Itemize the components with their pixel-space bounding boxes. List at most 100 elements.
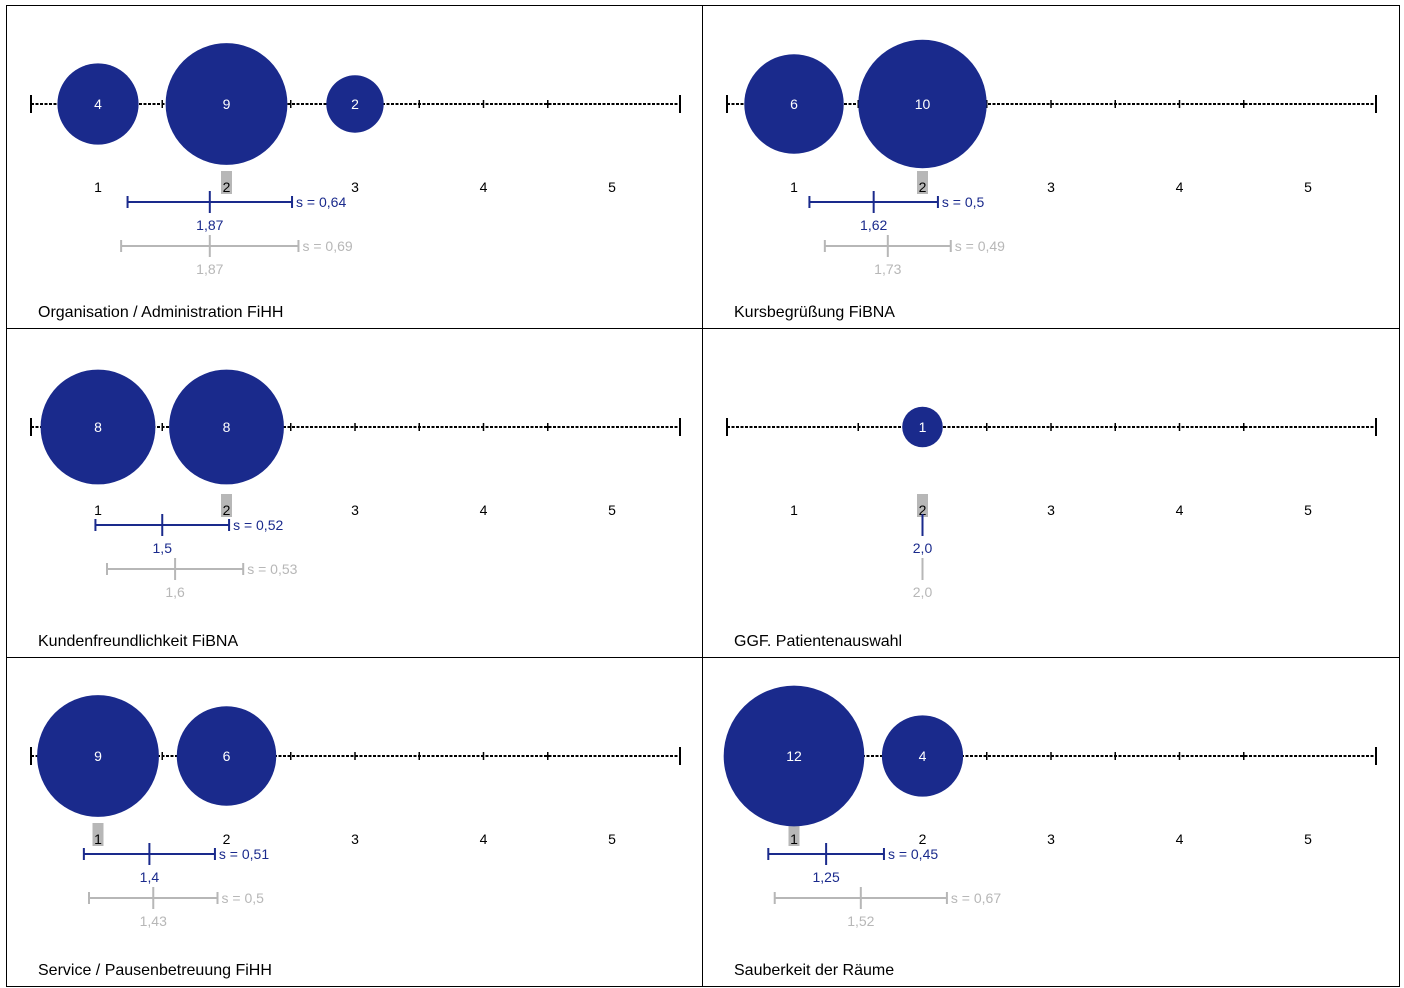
median-highlight (788, 823, 800, 846)
bubble-chart: 1 2 3 4 512 4s = 0,451,25s = 0,671,52 (723, 685, 1377, 929)
tick-label: 5 (608, 502, 616, 518)
bubble-count-label: 10 (915, 96, 931, 112)
tick-label: 1 (94, 831, 102, 847)
tick-label: 2 (919, 179, 927, 195)
bubble-count-label: 9 (223, 96, 231, 112)
tick-label: 4 (480, 831, 488, 847)
mean-sd-label: s = 0,64 (296, 194, 346, 210)
chart-panel: 1 2 3 4 5 4 9 2 s = 0,64 1,87 s = 0,69 1,87 Organisa… (6, 5, 703, 329)
comparison-sd-label: s = 0,67 (951, 890, 1001, 906)
comparison-sd-label: s = 0,5 (222, 890, 265, 906)
bubble-count-label: 12 (786, 748, 802, 764)
bubble (165, 43, 288, 165)
bubble-count-label: 9 (94, 748, 102, 764)
panel-title: GGF. Patientenauswahl (734, 633, 903, 650)
chart-panel: 1 2 3 4 5 8 8 s = 0,52 1,5 s = 0,53 1,6 Kundenfreun… (6, 328, 703, 658)
bubble (40, 369, 156, 485)
comparison-mean-label: 1,52 (847, 913, 874, 929)
tick-label: 5 (608, 831, 616, 847)
panel-title: Sauberkeit der Räume (734, 962, 895, 979)
tick-label: 2 (919, 502, 927, 518)
comparison-mean-label: 1,43 (140, 913, 167, 929)
tick-label: 3 (1047, 179, 1055, 195)
tick-label: 2 (223, 179, 231, 195)
bubble (326, 75, 384, 133)
panel-title: Organisation / Administration FiHH (38, 304, 284, 321)
bubble (57, 63, 139, 145)
tick-label: 4 (480, 502, 488, 518)
bubble (881, 715, 964, 797)
chart-panel: 1 2 3 4 5 6 10 s = 0,5 1,62 s = 0,49 1,73 Kursbegrü… (702, 5, 1400, 329)
bubble-count-label: 4 (94, 96, 102, 112)
mean-mean-label: 1,4 (140, 869, 160, 885)
tick-label: 3 (351, 179, 359, 195)
chart-panel: 1 2 3 4 5 9 6 s = 0,51 1,4 s = 0,5 1,43 Service / P… (6, 657, 703, 987)
bubble-chart: 1 2 3 4 5 4 9 2 s = 0,64 1,87 s = 0,69 1,87 (30, 43, 681, 277)
tick-label: 1 (94, 179, 102, 195)
bubble-count-label: 8 (94, 419, 102, 435)
tick-label: 5 (1304, 502, 1312, 518)
median-highlight (221, 171, 232, 194)
mean-mean-label: 2,0 (913, 540, 933, 556)
tick-label: 4 (1176, 831, 1184, 847)
comparison-sd-label: s = 0,49 (955, 238, 1005, 254)
median-highlight (917, 171, 928, 194)
bubble-chart: 1 2 3 4 5 6 10 s = 0,5 1,62 s = 0,49 1,73 (726, 39, 1377, 277)
median-highlight (917, 494, 928, 517)
tick-label: 4 (480, 179, 488, 195)
mean-sd-label: s = 0,52 (233, 517, 283, 533)
chart-panel: 1 2 3 4 5 12 4 s = 0,45 1,25 s = 0,67 1,52 Sauberke… (702, 657, 1400, 987)
median-highlight (92, 823, 104, 846)
tick-label: 4 (1176, 179, 1184, 195)
bubble-count-label: 4 (919, 748, 927, 764)
tick-label: 2 (919, 831, 927, 847)
tick-label: 5 (1304, 831, 1312, 847)
tick-label: 3 (351, 831, 359, 847)
bubble-count-label: 8 (223, 419, 231, 435)
mean-mean-label: 1,5 (153, 540, 173, 556)
tick-label: 1 (790, 179, 798, 195)
tick-label: 2 (223, 831, 231, 847)
bubble (169, 369, 284, 485)
mean-sd-label: s = 0,51 (219, 846, 269, 862)
bubble (176, 706, 277, 806)
bubble-chart: 1 2 3 4 5 8 8 s = 0,52 1,5 s = 0,53 1,6 (30, 369, 681, 600)
tick-label: 5 (1304, 179, 1312, 195)
comparison-mean-label: 1,6 (165, 584, 185, 600)
bubble (37, 695, 159, 817)
bubble-count-label: 2 (351, 96, 359, 112)
mean-sd-label: s = 0,45 (888, 846, 938, 862)
panel-title: Service / Pausenbetreuung FiHH (38, 962, 272, 979)
panel-title: Kursbegrüßung FiBNA (734, 304, 895, 321)
tick-label: 1 (790, 831, 798, 847)
bubble (744, 54, 844, 154)
chart-panel: 1 2 3 4 5 1 2,0 2,0 GGF. Patientenauswahl (702, 328, 1400, 658)
comparison-sd-label: s = 0,53 (247, 561, 297, 577)
mean-mean-label: 1,87 (196, 217, 223, 233)
tick-label: 5 (608, 179, 616, 195)
bubble-chart: 1 2 3 4 5 9 6 s = 0,51 1,4 s = 0,5 1,43 (30, 695, 681, 929)
tick-label: 4 (1176, 502, 1184, 518)
tick-label: 2 (223, 502, 231, 518)
bubble-count-label: 1 (919, 419, 927, 435)
bubble (902, 406, 943, 448)
tick-label: 3 (351, 502, 359, 518)
panel-title: Kundenfreundlichkeit FiBNA (38, 633, 239, 650)
tick-label: 3 (1047, 502, 1055, 518)
tick-label: 1 (94, 502, 102, 518)
bubble-chart: 1 2 3 4 5 1 2,0 2,0 (726, 406, 1377, 600)
bubble-count-label: 6 (790, 96, 798, 112)
mean-mean-label: 1,25 (813, 869, 840, 885)
mean-sd-label: s = 0,5 (942, 194, 985, 210)
mean-mean-label: 1,62 (860, 217, 887, 233)
tick-label: 3 (1047, 831, 1055, 847)
median-highlight (221, 494, 232, 517)
comparison-mean-label: 2,0 (913, 584, 933, 600)
comparison-mean-label: 1,73 (874, 261, 901, 277)
comparison-sd-label: s = 0,69 (302, 238, 352, 254)
bubble (723, 685, 865, 827)
tick-label: 1 (790, 502, 798, 518)
comparison-mean-label: 1,87 (196, 261, 223, 277)
bubble-count-label: 6 (223, 748, 231, 764)
